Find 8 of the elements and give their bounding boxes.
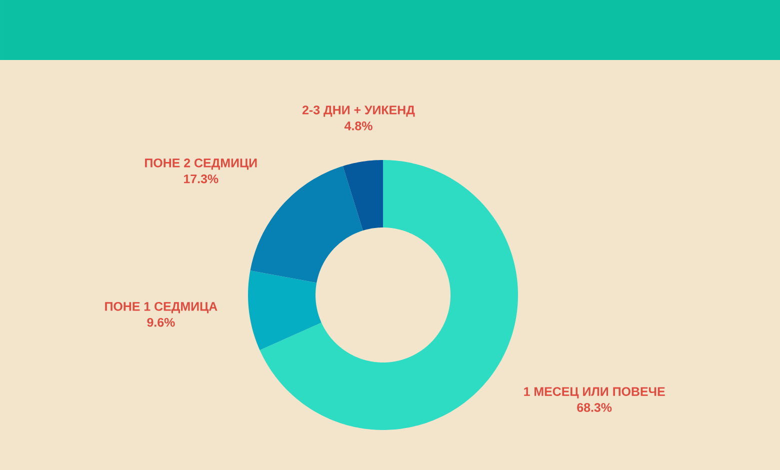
data-label: 17.3% [184,174,218,184]
slice-label: ПОНЕ 2 СЕДМИЦИ [145,158,257,170]
data-label: 9.6% [147,318,175,327]
slice-label: ПОНЕ 1 СЕДМИЦА [105,302,218,314]
slice-label: 2-3 ДНИ + УИКЕНД [302,106,415,117]
data-label: 68.3% [577,403,612,412]
slice-label: 1 МЕСЕЦ ИЛИ ПОВЕЧЕ [524,387,665,398]
data-label: 4.8% [344,122,372,130]
